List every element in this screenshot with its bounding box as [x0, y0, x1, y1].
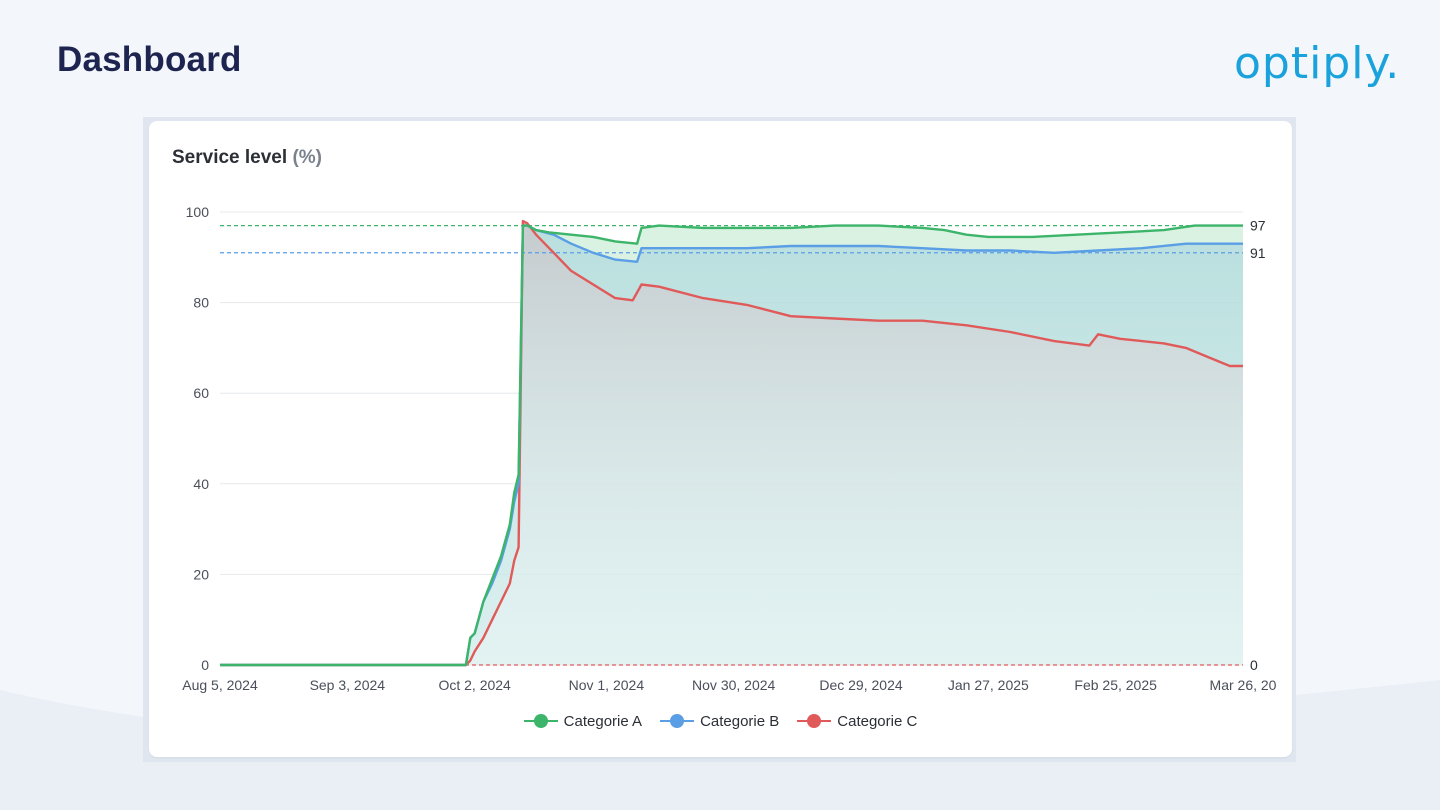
logo-text: optiply. [1234, 38, 1400, 89]
y-tick-label: 40 [193, 476, 209, 492]
reference-label: 97 [1250, 218, 1266, 234]
reference-labels: 97 91 0 [1250, 218, 1266, 673]
chart-card: Service level (%) 0 20 40 60 80 100 Aug 5, 20… [149, 121, 1292, 757]
x-tick-label: Aug 5, 2024 [182, 677, 258, 693]
y-tick-label: 60 [193, 385, 209, 401]
legend-swatch [660, 714, 695, 728]
series-line [220, 224, 1243, 667]
optiply-logo: optiply. [1234, 38, 1400, 89]
series-line [220, 224, 1243, 667]
page-title: Dashboard [57, 40, 242, 79]
x-tick-label: Nov 30, 2024 [692, 677, 775, 693]
x-axis-ticks: Aug 5, 2024 Sep 3, 2024 Oct 2, 2024 Nov 1, … [182, 677, 1276, 693]
legend-item[interactable]: Categorie A [523, 712, 643, 730]
x-tick-label: Feb 25, 2025 [1074, 677, 1157, 693]
series-areas [220, 221, 1243, 665]
series-line [220, 219, 1243, 667]
legend-swatch [797, 714, 832, 728]
x-tick-label: Oct 2, 2024 [438, 677, 511, 693]
chart-title: Service level (%) [172, 147, 322, 169]
x-tick-label: Nov 1, 2024 [569, 677, 645, 693]
x-tick-label: Mar 26, 20 [1210, 677, 1277, 693]
service-level-chart: 0 20 40 60 80 100 Aug 5, 2024 Sep 3, 2024 Oct 2… [182, 204, 1276, 693]
y-tick-label: 100 [186, 204, 210, 220]
series-lines [220, 219, 1243, 667]
reference-label: 0 [1250, 657, 1258, 673]
legend-item[interactable]: Categorie C [797, 713, 917, 730]
legend-label: Categorie B [700, 712, 780, 730]
reference-label: 91 [1250, 245, 1266, 261]
legend-label: Categorie A [563, 712, 643, 730]
chart-legend: Categorie A Categorie B Categorie C [149, 709, 1292, 733]
y-tick-label: 0 [201, 657, 209, 673]
legend-swatch [523, 714, 558, 728]
legend-item[interactable]: Categorie B [660, 713, 779, 730]
x-tick-label: Dec 29, 2024 [819, 677, 902, 693]
y-axis-ticks: 0 20 40 60 80 100 [186, 204, 210, 673]
chart-title-text: Service level [172, 147, 288, 168]
legend-label: Categorie C [837, 712, 918, 730]
y-tick-label: 20 [193, 566, 209, 582]
chart-title-unit: (%) [292, 147, 322, 168]
series-area [220, 221, 1243, 665]
x-tick-label: Jan 27, 2025 [948, 677, 1029, 693]
y-tick-label: 80 [193, 295, 209, 311]
x-tick-label: Sep 3, 2024 [310, 677, 386, 693]
